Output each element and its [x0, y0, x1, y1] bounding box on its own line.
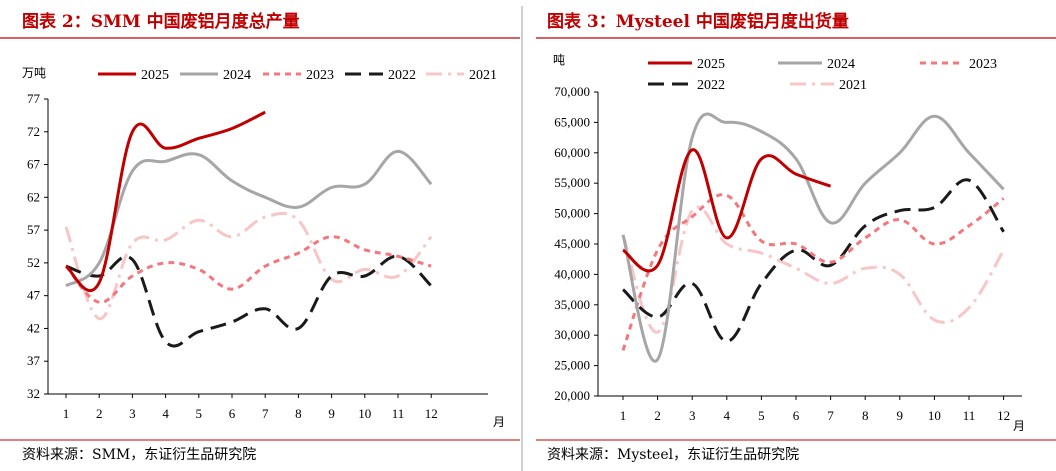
legend-label-2022: 2022	[697, 78, 725, 93]
x-tick-label: 1	[620, 408, 627, 423]
y-tick-label: 37	[27, 353, 41, 368]
x-tick-label: 12	[997, 408, 1010, 423]
series-line-2024	[65, 149, 433, 288]
x-tick-label: 7	[262, 406, 269, 421]
y-unit-label: 吨	[553, 53, 565, 67]
x-unit-label: 月	[1013, 419, 1025, 433]
x-tick-label: 11	[392, 406, 405, 421]
y-tick-label: 57	[27, 222, 41, 237]
legend-label-2023: 2023	[969, 57, 997, 72]
series-line-2024	[621, 112, 1005, 363]
x-tick-label: 4	[724, 408, 731, 423]
x-tick-label: 3	[689, 408, 696, 423]
x-tick-label: 8	[862, 408, 869, 423]
series-line-2023	[64, 235, 432, 304]
y-tick-label: 25,000	[554, 358, 590, 373]
y-tick-label: 45,000	[554, 236, 590, 251]
x-tick-label: 9	[328, 406, 335, 421]
y-tick-label: 30,000	[554, 327, 590, 342]
legend-label-2024: 2024	[827, 57, 855, 72]
y-tick-label: 35,000	[554, 297, 590, 312]
y-tick-label: 65,000	[554, 114, 590, 129]
series-line-2022	[621, 178, 1005, 343]
source-note-right: 资料来源：Mysteel，东证衍生品研究院	[547, 447, 799, 463]
legend-label-2022: 2022	[388, 68, 416, 83]
y-tick-label: 32	[27, 386, 40, 401]
legend-label-2025: 2025	[697, 57, 725, 72]
x-tick-label: 11	[963, 408, 976, 423]
legend-label-2024: 2024	[223, 68, 251, 83]
series-line-2022	[65, 254, 433, 348]
x-tick-label: 9	[897, 408, 904, 423]
y-tick-label: 52	[27, 255, 40, 270]
y-tick-label: 42	[27, 320, 40, 335]
y-tick-label: 40,000	[554, 266, 590, 281]
x-tick-label: 7	[827, 408, 834, 423]
y-tick-label: 72	[27, 124, 40, 139]
x-tick-label: 5	[196, 406, 203, 421]
y-tick-label: 62	[27, 189, 40, 204]
legend-label-2021: 2021	[839, 78, 867, 93]
y-tick-label: 70,000	[554, 84, 590, 99]
y-unit-label: 万吨	[22, 66, 46, 80]
x-tick-label: 5	[758, 408, 765, 423]
x-tick-label: 1	[63, 406, 70, 421]
y-tick-label: 20,000	[554, 388, 590, 403]
series-line-2025	[65, 110, 266, 293]
y-tick-label: 50,000	[554, 206, 590, 221]
x-tick-label: 6	[229, 406, 236, 421]
source-note-left: 资料来源：SMM，东证衍生品研究院	[22, 447, 256, 463]
x-tick-label: 4	[162, 406, 169, 421]
x-tick-label: 6	[793, 408, 800, 423]
series-line-2025	[622, 148, 832, 273]
legend-label-2023: 2023	[306, 68, 334, 83]
y-tick-label: 47	[27, 288, 41, 303]
mysteel-shipment-chart: 20,000 25,000 30,000 35,000 40,000 45,000 50,0…	[553, 53, 1025, 433]
x-tick-label: 2	[654, 408, 661, 423]
series-line-2021	[64, 211, 433, 321]
chart-title-right: 图表 3：Mysteel 中国废铝月度出货量	[547, 11, 849, 32]
chart-title-left: 图表 2：SMM 中国废铝月度总产量	[22, 11, 300, 32]
legend-label-2025: 2025	[141, 68, 169, 83]
x-tick-label: 3	[129, 406, 136, 421]
y-tick-label: 55,000	[554, 175, 590, 190]
y-tick-label: 67	[27, 157, 41, 172]
x-tick-label: 10	[358, 406, 371, 421]
series-line-2021	[621, 205, 1005, 334]
x-unit-label: 月	[493, 415, 505, 429]
x-tick-label: 2	[96, 406, 103, 421]
legend-label-2021: 2021	[469, 68, 497, 83]
x-tick-label: 10	[928, 408, 941, 423]
x-tick-label: 8	[295, 406, 302, 421]
y-tick-label: 77	[27, 91, 41, 106]
y-tick-label: 60,000	[554, 145, 590, 160]
x-tick-label: 12	[425, 406, 438, 421]
